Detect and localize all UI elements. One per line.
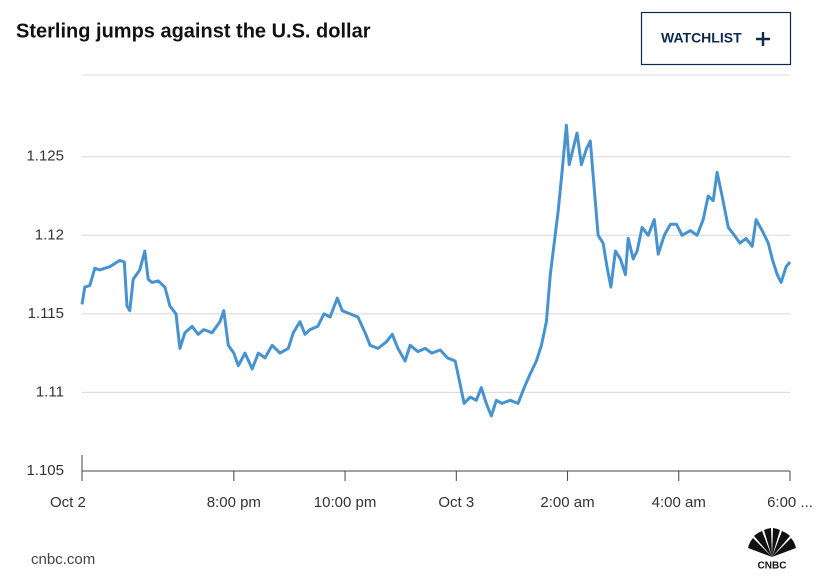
chart-title: Sterling jumps against the U.S. dollar xyxy=(16,20,371,42)
watchlist-label[interactable]: WATCHLIST xyxy=(661,30,742,46)
x-tick-label: Oct 3 xyxy=(438,494,474,511)
x-tick-label: Oct 2 xyxy=(50,494,86,511)
y-tick-label: 1.115 xyxy=(28,305,64,322)
x-tick-label: 10:00 pm xyxy=(314,494,377,511)
y-tick-label: 1.11 xyxy=(36,383,64,400)
source: cnbc.com xyxy=(31,551,95,568)
cnbc-logo: CNBC xyxy=(748,528,796,572)
y-tick-label: 1.125 xyxy=(26,148,64,165)
plus-icon[interactable] xyxy=(756,32,770,46)
x-tick-label: 6:00 ... xyxy=(767,494,813,511)
price-line xyxy=(80,123,792,418)
y-tick-label: 1.105 xyxy=(26,462,64,479)
logo-text: CNBC xyxy=(758,561,787,572)
x-tick-label: 2:00 am xyxy=(540,494,594,511)
x-tick-label: 4:00 am xyxy=(652,494,706,511)
x-tick-label: 8:00 pm xyxy=(207,494,261,511)
y-tick-label: 1.12 xyxy=(35,226,64,243)
